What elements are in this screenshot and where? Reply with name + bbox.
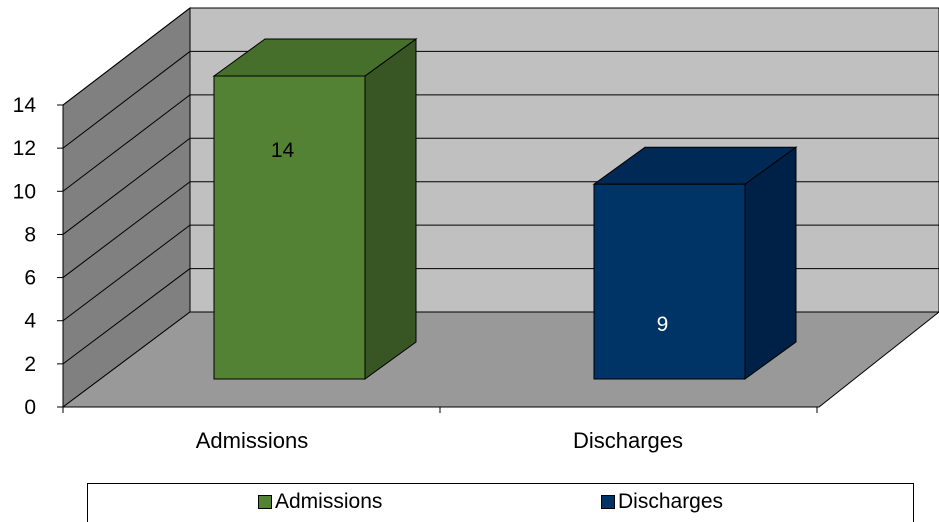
category-label-admissions: Admissions	[196, 428, 308, 453]
legend-swatch-admissions	[258, 495, 272, 509]
y-tick-label: 12	[13, 137, 36, 160]
gridline-side	[62, 268, 191, 365]
gridline-side	[62, 51, 191, 149]
bar-front-discharges	[593, 183, 746, 380]
bar-discharges	[592, 146, 798, 380]
legend-label-discharges: Discharges	[618, 490, 724, 513]
y-tick-label: 14	[13, 94, 37, 117]
legend: Admissions Discharges	[87, 483, 914, 522]
bar-admissions	[212, 38, 418, 380]
gridline-side	[62, 224, 191, 322]
y-axis: 0 2 4 6 8 10 12 14	[13, 94, 819, 419]
legend-swatch-discharges	[601, 495, 615, 509]
legend-item-discharges: Discharges	[601, 490, 723, 514]
legend-label-admissions: Admissions	[275, 490, 383, 513]
category-label-discharges: Discharges	[573, 428, 683, 453]
data-label-admissions: 14	[271, 139, 295, 162]
bar-front-admissions	[213, 75, 366, 380]
gridline-side	[62, 7, 191, 106]
legend-item-admissions: Admissions	[258, 490, 382, 514]
y-tick-label: 0	[24, 396, 36, 419]
y-tick-label: 2	[24, 353, 36, 376]
bars: 14 9	[212, 38, 798, 380]
y-tick-label: 4	[24, 310, 36, 333]
gridline-side	[62, 181, 191, 278]
data-label-discharges: 9	[657, 313, 669, 336]
chart-floor	[61, 311, 939, 408]
gridline-side	[62, 94, 191, 192]
y-tick-label: 10	[13, 180, 36, 203]
y-tick-label: 6	[24, 267, 36, 290]
gridline-side	[62, 137, 191, 235]
bar-side-admissions	[364, 38, 417, 380]
y-tick-label: 8	[24, 223, 36, 246]
bar-side-discharges	[744, 146, 797, 380]
